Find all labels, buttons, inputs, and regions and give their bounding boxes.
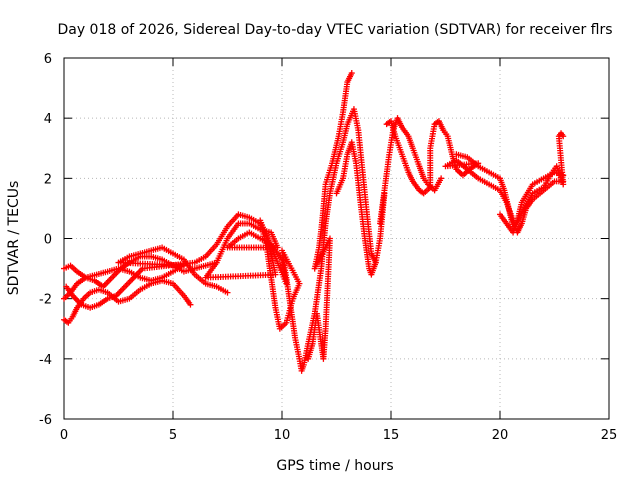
x-tick-label: 0	[60, 428, 68, 443]
y-tick-label: 6	[44, 52, 52, 67]
data-point	[224, 289, 231, 296]
plot-frame	[63, 57, 610, 420]
x-axis-label: GPS time / hours	[276, 458, 393, 474]
grid	[63, 57, 610, 420]
y-tick-label: 2	[44, 172, 52, 187]
y-tick-label: 4	[44, 112, 52, 127]
y-tick-label: -6	[39, 413, 52, 428]
chart-title: Day 018 of 2026, Sidereal Day-to-day VTE…	[57, 22, 612, 38]
data-point	[348, 70, 355, 77]
tick-labels: 0 5 10 15 20 25 -6 -4 -2 0 2 4 6	[39, 52, 617, 443]
x-tick-label: 10	[274, 428, 291, 443]
x-tick-label: 25	[601, 428, 618, 443]
data-series	[61, 70, 567, 374]
y-tick-label: -2	[39, 293, 52, 308]
x-tick-label: 20	[492, 428, 509, 443]
y-axis-label: SDTVAR / TECUs	[6, 181, 22, 296]
x-tick-label: 15	[383, 428, 400, 443]
data-point	[438, 175, 445, 182]
x-tick-label: 5	[169, 428, 177, 443]
data-point	[187, 301, 194, 308]
y-tick-label: 0	[44, 233, 52, 248]
data-point	[560, 133, 567, 140]
y-tick-label: -4	[39, 353, 52, 368]
